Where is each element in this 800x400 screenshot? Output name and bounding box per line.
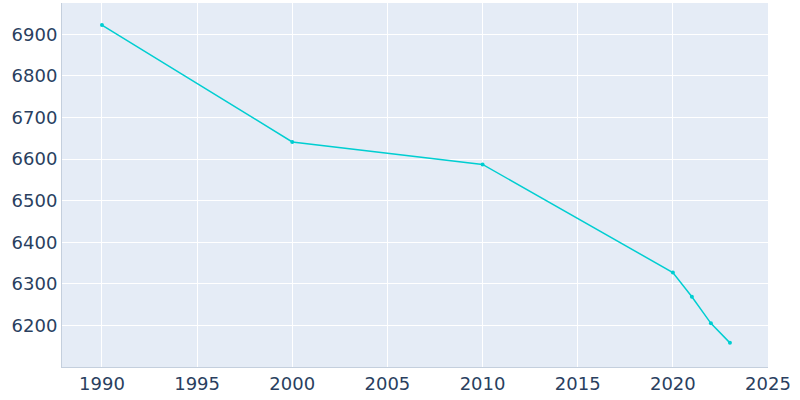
svg-text:2015: 2015 — [555, 373, 601, 394]
svg-text:2020: 2020 — [650, 373, 696, 394]
svg-text:6500: 6500 — [12, 190, 58, 211]
svg-text:1990: 1990 — [79, 373, 125, 394]
svg-text:1995: 1995 — [174, 373, 220, 394]
svg-text:6200: 6200 — [12, 315, 58, 336]
svg-text:6700: 6700 — [12, 107, 58, 128]
svg-text:2010: 2010 — [460, 373, 506, 394]
svg-text:2005: 2005 — [365, 373, 411, 394]
svg-text:6300: 6300 — [12, 273, 58, 294]
svg-text:6400: 6400 — [12, 232, 58, 253]
svg-text:6800: 6800 — [12, 65, 58, 86]
svg-text:6900: 6900 — [12, 24, 58, 45]
svg-text:2000: 2000 — [269, 373, 315, 394]
svg-text:2025: 2025 — [745, 373, 791, 394]
svg-text:6600: 6600 — [12, 148, 58, 169]
